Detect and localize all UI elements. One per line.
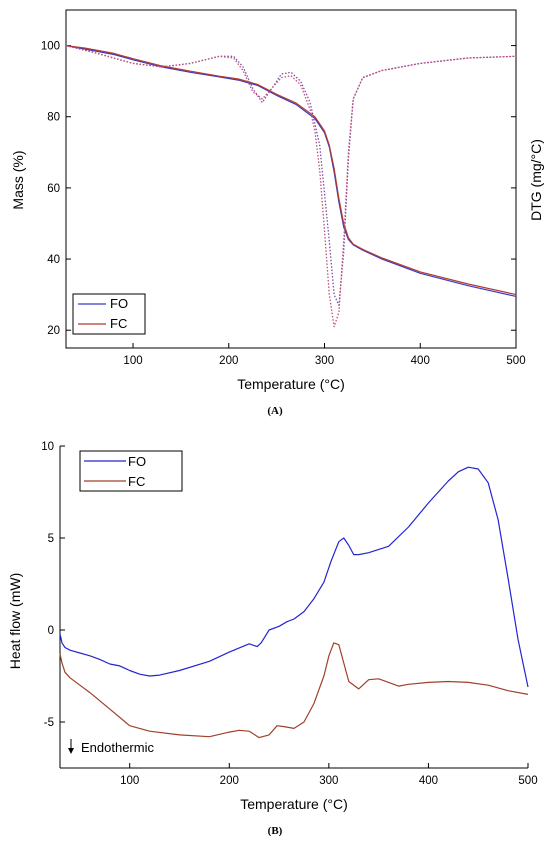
chart-a-axes: 100 200 300 400 500 20 40 60 80 100 — [41, 41, 526, 367]
chart-a-y-tick-label: 40 — [47, 254, 60, 266]
chart-a-x-tick-label: 100 — [123, 355, 142, 367]
chart-a-x-tick-label: 300 — [315, 355, 334, 367]
chart-b-series-fc — [59, 642, 529, 739]
chart-a-legend-box — [72, 293, 146, 335]
chart-a-legend-label-fo: FO — [110, 296, 128, 311]
chart-a-y-tick-label: 20 — [47, 325, 60, 337]
chart-b-legend: FO FC — [79, 450, 183, 492]
chart-b-x-tick-label: 200 — [220, 775, 239, 787]
chart-a-y2-axis-label: DTG (mg/°C) — [528, 139, 544, 221]
chart-b-annotation-text: Endothermic — [81, 740, 154, 755]
chart-b-series — [59, 466, 529, 739]
chart-b-y-tick-label: 5 — [48, 533, 54, 545]
chart-b-legend-label-fc: FC — [128, 474, 145, 489]
chart-a-x-tick-label: 200 — [219, 355, 238, 367]
chart-b-y-tick-label: -5 — [44, 717, 54, 729]
chart-a-series-fc-dtg — [65, 44, 517, 328]
chart-b-legend-label-fo: FO — [128, 454, 146, 469]
chart-a-series-fo-dtg — [65, 44, 517, 306]
chart-b-x-tick-label: 100 — [120, 775, 139, 787]
chart-b-y-tick-label: 0 — [48, 625, 54, 637]
chart-b-y-tick-label: 10 — [41, 441, 54, 453]
chart-b-y-axis-label: Heat flow (mW) — [7, 573, 23, 669]
chart-b-endothermic-annotation: Endothermic — [68, 739, 154, 755]
chart-a-panel-label: (A) — [267, 405, 283, 417]
chart-a-x-tick-label: 500 — [506, 355, 525, 367]
chart-b-x-axis-label: Temperature (°C) — [240, 796, 348, 812]
chart-a-series — [65, 44, 517, 328]
chart-b-x-tick-label: 500 — [518, 775, 537, 787]
chart-b-legend-box — [79, 450, 183, 492]
chart-a-series-fo — [65, 45, 517, 297]
chart-a-y-tick-label: 60 — [47, 183, 60, 195]
chart-a-x-tick-label: 400 — [411, 355, 430, 367]
chart-b-series-fo — [59, 466, 529, 688]
chart-a-y-tick-label: 80 — [47, 112, 60, 124]
chart-a-plot-frame — [65, 9, 517, 349]
chart-b-axes: 100 200 300 400 500 -5 0 5 10 — [41, 441, 537, 787]
chart-a-x-axis-label: Temperature (°C) — [237, 376, 345, 392]
chart-a-legend: FO FC — [72, 293, 146, 335]
arrowhead-icon — [68, 748, 74, 754]
chart-a-y-axis-label: Mass (%) — [10, 150, 26, 209]
chart-a-legend-label-fc: FC — [110, 316, 127, 331]
chart-b-x-tick-label: 400 — [419, 775, 438, 787]
chart-b-x-tick-label: 300 — [319, 775, 338, 787]
chart-b-panel-label: (B) — [268, 825, 283, 837]
chart-a-y-tick-label: 100 — [41, 41, 60, 53]
chart-a-series-fc — [65, 45, 517, 296]
